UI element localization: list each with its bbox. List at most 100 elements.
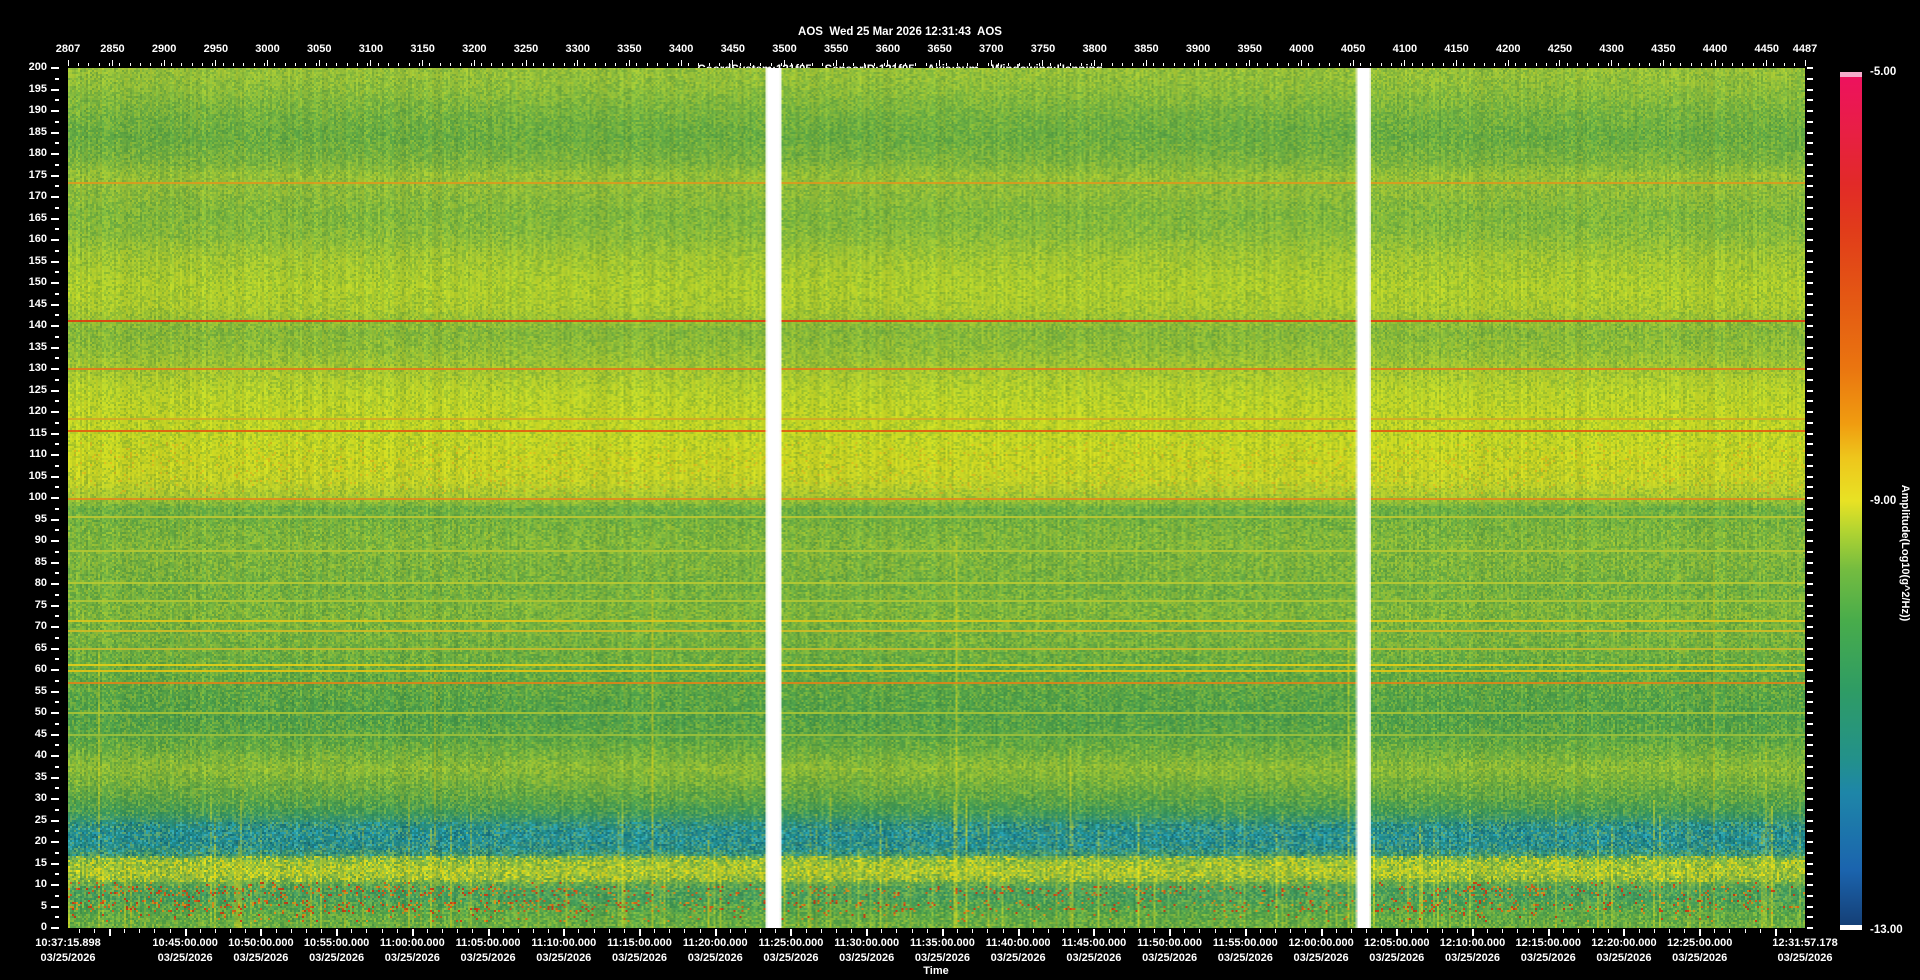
freq-axis-right-tick [1807, 411, 1813, 413]
freq-axis-right-tick [1807, 862, 1813, 865]
freq-axis-major-tick [51, 239, 59, 241]
freq-axis-minor-tick [55, 185, 59, 188]
freq-axis-minor-tick [55, 443, 59, 446]
top-axis-minor-tick [1153, 63, 1155, 66]
top-axis-major-tick [163, 60, 165, 66]
freq-axis-label: 0 [40, 921, 47, 933]
freq-axis-right-tick [1807, 174, 1813, 177]
freq-axis-right-tick [1807, 755, 1813, 757]
freq-axis-right-tick [1807, 475, 1813, 478]
top-axis-minor-tick [1235, 63, 1237, 66]
top-axis-minor-tick [1752, 63, 1754, 66]
time-axis-minor-tick [972, 929, 974, 933]
top-axis-minor-tick [522, 63, 524, 66]
top-axis-label: 4300 [1599, 43, 1624, 55]
freq-axis-right-tick [1807, 561, 1813, 564]
freq-axis-minor-tick [55, 830, 59, 833]
top-axis-minor-tick [1452, 63, 1454, 66]
top-axis-minor-tick [1721, 63, 1723, 66]
time-axis-date-label: 03/25/2026 [309, 952, 365, 964]
freq-axis-major-tick [51, 475, 59, 478]
time-axis-major-tick [260, 929, 263, 936]
top-axis-minor-tick [1215, 63, 1217, 66]
spectrogram-plot[interactable] [68, 68, 1805, 928]
freq-axis-right-tick [1807, 454, 1813, 456]
top-axis-minor-tick [439, 63, 441, 66]
top-axis-minor-tick [119, 63, 121, 66]
freq-axis-right-tick [1807, 421, 1813, 424]
freq-axis-major-tick [51, 88, 59, 91]
freq-axis-label: 160 [28, 233, 47, 245]
time-axis-minor-tick [1078, 929, 1080, 933]
top-axis-minor-tick [367, 63, 369, 66]
time-axis-minor-tick [1593, 929, 1595, 933]
top-axis-minor-tick [1359, 63, 1361, 66]
time-axis-major-tick [1244, 929, 1247, 936]
top-axis-minor-tick [936, 63, 937, 66]
freq-axis-major-tick [51, 690, 59, 693]
freq-axis-label: 165 [28, 211, 47, 224]
top-axis-minor-tick [1639, 63, 1641, 66]
time-axis-major-tick [1017, 929, 1020, 936]
time-axis-title: Time [923, 965, 949, 977]
top-axis-label: 2850 [100, 43, 125, 55]
top-axis-minor-tick [791, 63, 793, 66]
time-axis-major-tick [941, 929, 944, 936]
top-axis-label: 4487 [1792, 43, 1818, 55]
top-axis-minor-tick [832, 63, 834, 66]
top-axis-major-tick [1404, 60, 1406, 66]
top-axis-minor-tick [1008, 63, 1010, 66]
time-axis-minor-tick [1517, 929, 1519, 933]
top-axis-minor-tick [377, 63, 379, 66]
top-axis-minor-tick [822, 63, 824, 66]
top-axis-minor-tick [1701, 63, 1703, 66]
top-axis-minor-tick [1060, 63, 1062, 66]
freq-axis-label: 195 [28, 82, 47, 95]
top-axis-minor-tick [553, 63, 555, 66]
freq-axis-minor-tick [55, 593, 59, 596]
top-axis-minor-tick [191, 63, 193, 66]
freq-axis-minor-tick [55, 163, 59, 166]
time-axis-minor-tick [1381, 929, 1383, 933]
top-axis-major-tick [577, 60, 579, 66]
freq-axis-minor-tick [55, 722, 59, 725]
time-axis-minor-tick [1790, 929, 1792, 933]
top-axis-major-tick [939, 60, 941, 66]
top-axis-major-tick [1507, 60, 1509, 66]
top-axis-minor-tick [1318, 63, 1320, 66]
freq-axis-label: 150 [28, 276, 47, 288]
freq-axis-major-tick [51, 518, 59, 521]
freq-axis-major-tick [51, 884, 59, 886]
freq-axis-label: 120 [28, 405, 47, 417]
top-axis-minor-tick [232, 63, 234, 66]
freq-axis-label: 25 [34, 813, 47, 826]
top-axis-minor-tick [512, 63, 514, 66]
freq-axis-minor-tick [55, 120, 59, 123]
top-axis-minor-tick [687, 63, 689, 66]
top-axis-label: 3450 [720, 43, 746, 55]
spectrogram-canvas[interactable] [68, 68, 1805, 928]
time-axis-minor-tick [1063, 929, 1065, 933]
time-axis-date-label: 03/25/2026 [839, 952, 895, 964]
time-axis-minor-tick [669, 929, 671, 933]
time-axis-time-label: 10:37:15.898 [35, 937, 101, 949]
freq-axis-major-tick [51, 131, 59, 134]
freq-axis-label: 200 [28, 61, 47, 73]
freq-axis-minor-tick [55, 550, 59, 553]
time-axis-major-tick [1320, 929, 1323, 936]
top-axis-minor-tick [1494, 63, 1496, 66]
freq-axis-minor-tick [55, 77, 59, 80]
top-axis-minor-tick [780, 63, 782, 66]
freq-axis-label: 30 [34, 792, 47, 804]
freq-axis-right-tick [1807, 593, 1813, 596]
freq-axis-minor-tick [55, 851, 59, 854]
freq-axis-right-tick [1807, 120, 1813, 123]
window-title: AOS Wed 25 Mar 2026 12:31:43 AOS [798, 26, 1002, 38]
freq-axis-label: 175 [28, 168, 47, 181]
freq-axis-right-tick [1807, 690, 1813, 693]
top-axis-label: 4050 [1340, 43, 1366, 55]
top-axis-minor-tick [1287, 63, 1289, 66]
freq-axis-label: 40 [34, 749, 47, 761]
top-axis-minor-tick [1277, 63, 1279, 66]
time-axis-date-label: 03/25/2026 [914, 952, 970, 964]
